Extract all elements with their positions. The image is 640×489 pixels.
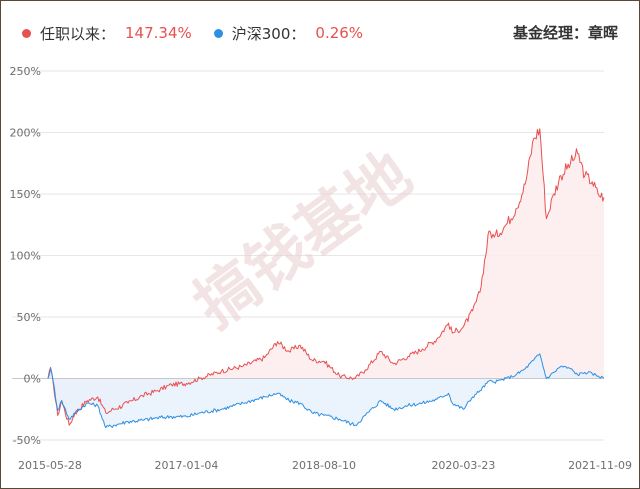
legend-dot-tenure	[22, 28, 31, 38]
watermark: 搞钱基地	[181, 137, 425, 342]
series-lines	[47, 128, 605, 429]
y-tick-label: 50%	[17, 311, 41, 324]
x-tick-label: 2017-01-04	[155, 459, 219, 472]
series-area-tenure	[48, 128, 604, 426]
series-line-hs300[interactable]	[47, 353, 605, 429]
y-tick-label: 250%	[10, 65, 41, 78]
series-line-tenure[interactable]	[47, 128, 605, 426]
y-tick-label: 200%	[10, 127, 41, 140]
y-tick-label: -50%	[13, 434, 41, 447]
legend-value-hs300: 0.26%	[315, 24, 364, 42]
x-tick-label: 2015-05-28	[18, 459, 82, 472]
y-axis-ticks: 250% 200% 150% 100% 50% 0% -50%	[10, 65, 41, 447]
x-tick-label: 2020-03-23	[431, 459, 495, 472]
y-tick-label: 0%	[24, 373, 41, 386]
legend-label-hs300: 沪深300：	[231, 24, 306, 43]
legend-dot-hs300	[213, 28, 223, 38]
y-tick-label: 100%	[10, 250, 41, 263]
fund-manager-label: 基金经理：章晖	[512, 24, 618, 42]
legend-item-tenure[interactable]: 任职以来： 147.34%	[22, 23, 192, 44]
series-area-hs300	[48, 353, 604, 428]
series-areas	[48, 128, 604, 428]
x-tick-label: 2018-08-10	[292, 459, 356, 472]
legend-item-hs300[interactable]: 沪深300： 0.26%	[213, 23, 364, 44]
legend-label-tenure: 任职以来：	[40, 24, 116, 43]
legend: 任职以来： 147.34% 沪深300： 0.26%	[22, 22, 385, 44]
x-axis-ticks: 2015-05-28 2017-01-04 2018-08-10 2020-03-23…	[18, 459, 632, 472]
x-tick-label: 2021-11-09	[568, 459, 632, 472]
legend-value-tenure: 147.34%	[125, 24, 192, 42]
y-tick-label: 150%	[10, 188, 41, 201]
